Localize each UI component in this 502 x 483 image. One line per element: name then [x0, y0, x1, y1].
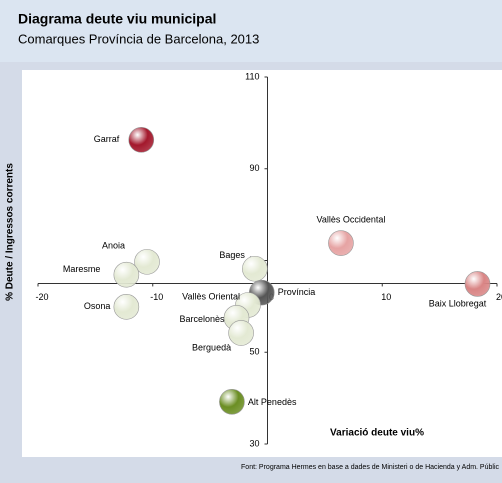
point-label: Alt Penedès: [248, 397, 297, 407]
y-tick-label: 50: [249, 347, 259, 357]
x-tick-label: -20: [35, 292, 48, 302]
point-label: Anoia: [102, 240, 125, 250]
source: Font: Programa Hermes en base a dades de…: [241, 464, 499, 471]
chart-subtitle: Comarques Província de Barcelona, 2013: [18, 31, 259, 46]
x-tick-label: -10: [150, 292, 163, 302]
bubble: [228, 320, 254, 346]
y-tick-label: 110: [245, 71, 259, 81]
point-label: Vallès Oriental: [182, 291, 240, 301]
bubble: [128, 127, 155, 153]
bubble: [113, 261, 140, 288]
point-label: Barcelonès: [179, 314, 225, 324]
x-axis-label: Variació deute viu%: [330, 428, 424, 439]
point-label: Osona: [84, 301, 111, 311]
point-label: Província: [278, 287, 316, 297]
point-label: Berguedà: [192, 342, 231, 352]
point-label: Maresme: [63, 264, 101, 274]
bubble: [242, 255, 268, 282]
bubble: [328, 230, 354, 256]
bubble: [134, 249, 160, 275]
point-label: Baix Llobregat: [429, 298, 487, 308]
y-tick-label: 30: [249, 438, 259, 448]
y-axis-label: % Deute / Ingressos corrents: [5, 163, 16, 301]
x-tick-label: 10: [381, 292, 391, 302]
y-tick-label: 90: [249, 163, 259, 173]
chart-title: Diagrama deute viu municipal: [18, 11, 216, 27]
header-bg: [0, 0, 502, 62]
point-label: Bages: [219, 250, 245, 260]
bubble: [219, 388, 245, 415]
x-tick-label: 20: [496, 292, 502, 302]
point-label: Garraf: [94, 134, 120, 144]
point-label: Vallès Occidental: [317, 214, 386, 224]
bubble: [464, 271, 491, 297]
bubble: [113, 294, 140, 320]
